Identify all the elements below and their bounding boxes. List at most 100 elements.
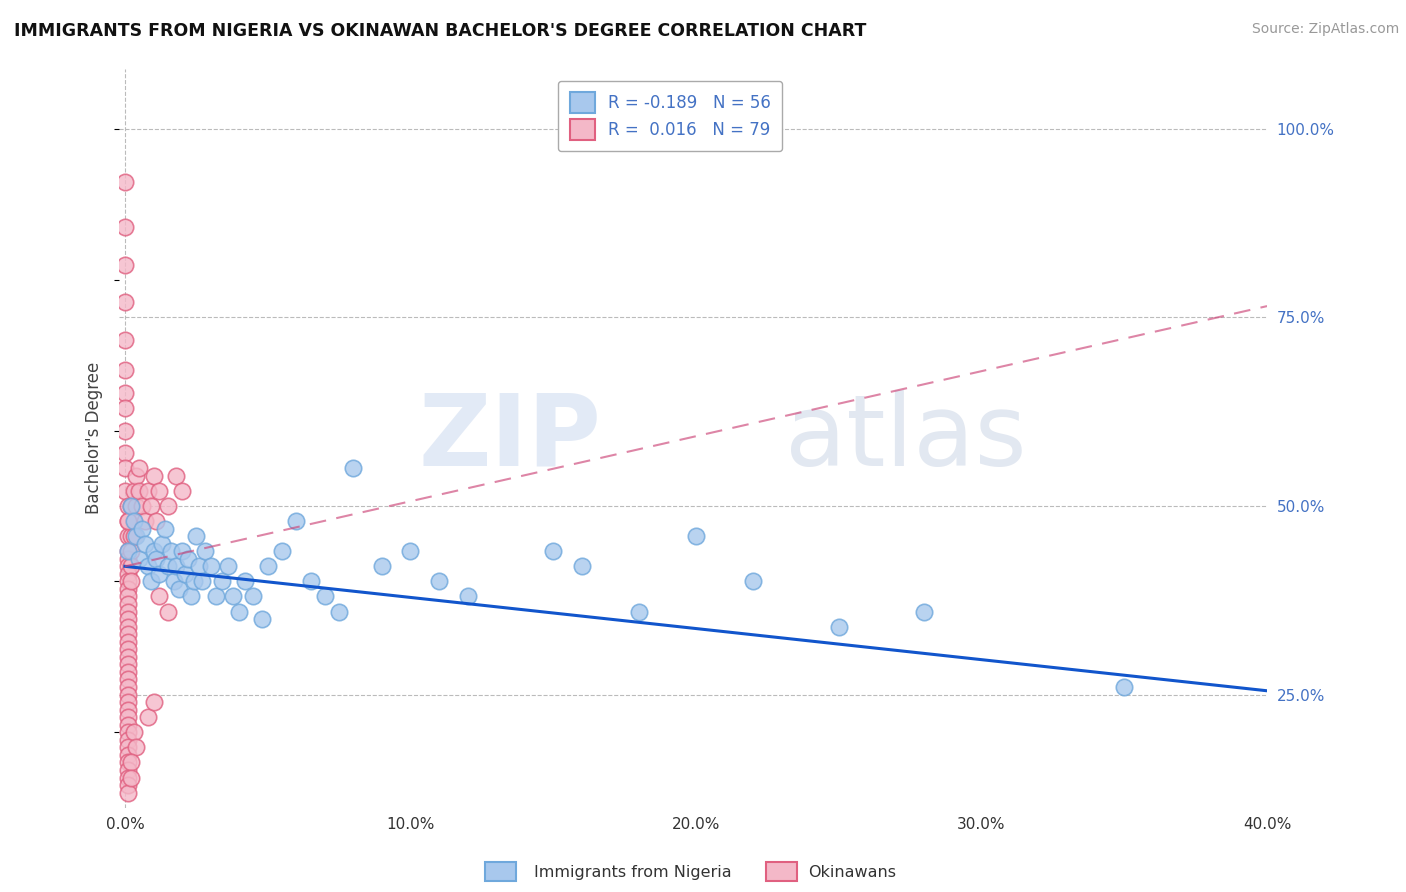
Point <box>205 590 228 604</box>
Point <box>172 544 194 558</box>
Point <box>120 756 142 770</box>
Text: ZIP: ZIP <box>419 390 602 487</box>
Point <box>125 468 148 483</box>
Point <box>128 483 150 498</box>
Point <box>117 597 139 611</box>
Point <box>174 566 197 581</box>
Point <box>114 446 136 460</box>
Point <box>117 559 139 574</box>
Point <box>117 620 139 634</box>
Point <box>128 461 150 475</box>
Point <box>117 582 139 596</box>
Point <box>125 529 148 543</box>
Text: Immigrants from Nigeria: Immigrants from Nigeria <box>534 865 733 880</box>
Point <box>165 468 187 483</box>
Point <box>828 620 851 634</box>
Point <box>148 483 170 498</box>
Point <box>114 424 136 438</box>
Point <box>114 258 136 272</box>
Point <box>117 657 139 672</box>
Point <box>117 499 139 513</box>
Point <box>150 537 173 551</box>
Point <box>117 514 139 528</box>
Point <box>541 544 564 558</box>
Point <box>114 295 136 310</box>
Point <box>148 566 170 581</box>
Point <box>211 574 233 589</box>
Point <box>122 514 145 528</box>
Point <box>685 529 707 543</box>
Point <box>114 333 136 347</box>
Point <box>256 559 278 574</box>
Point <box>117 732 139 747</box>
Point <box>114 401 136 415</box>
Point <box>136 710 159 724</box>
Point <box>233 574 256 589</box>
Point <box>328 605 350 619</box>
Point <box>117 763 139 777</box>
Point <box>457 590 479 604</box>
Point <box>117 634 139 648</box>
Point <box>125 740 148 755</box>
Point <box>912 605 935 619</box>
Point <box>242 590 264 604</box>
Point <box>120 544 142 558</box>
Point <box>117 778 139 792</box>
Point <box>186 529 208 543</box>
Point <box>191 574 214 589</box>
Point <box>1114 680 1136 694</box>
Point <box>177 551 200 566</box>
Point <box>142 695 165 709</box>
Point <box>117 665 139 679</box>
Point <box>165 559 187 574</box>
Point <box>117 612 139 626</box>
Point <box>120 499 142 513</box>
Point <box>285 514 308 528</box>
Point <box>117 717 139 731</box>
Point <box>122 725 145 739</box>
Point <box>117 566 139 581</box>
Point <box>134 537 156 551</box>
Point <box>131 522 153 536</box>
Point <box>145 514 167 528</box>
Point <box>117 680 139 694</box>
Point <box>217 559 239 574</box>
Point <box>194 544 217 558</box>
Point <box>342 461 364 475</box>
Point <box>117 740 139 755</box>
Point <box>200 559 222 574</box>
Point <box>136 483 159 498</box>
Point <box>117 574 139 589</box>
Point <box>114 175 136 189</box>
Point <box>153 522 176 536</box>
Text: IMMIGRANTS FROM NIGERIA VS OKINAWAN BACHELOR'S DEGREE CORRELATION CHART: IMMIGRANTS FROM NIGERIA VS OKINAWAN BACH… <box>14 22 866 40</box>
Point <box>271 544 294 558</box>
Point <box>117 725 139 739</box>
Text: Okinawans: Okinawans <box>808 865 897 880</box>
Point <box>571 559 593 574</box>
Point <box>117 544 139 558</box>
Point <box>117 695 139 709</box>
Point <box>156 559 179 574</box>
Point <box>117 747 139 762</box>
Point <box>299 574 322 589</box>
Point <box>117 642 139 657</box>
Point <box>120 574 142 589</box>
Point <box>114 385 136 400</box>
Point <box>371 559 394 574</box>
Point <box>114 363 136 377</box>
Point <box>167 582 190 596</box>
Point <box>117 551 139 566</box>
Point <box>627 605 650 619</box>
Point <box>159 544 181 558</box>
Point <box>120 499 142 513</box>
Point <box>228 605 250 619</box>
Point <box>314 590 336 604</box>
Point <box>136 559 159 574</box>
Point <box>399 544 422 558</box>
Point <box>117 771 139 785</box>
Point <box>142 468 165 483</box>
Point <box>117 703 139 717</box>
Point <box>156 605 179 619</box>
Legend: R = -0.189   N = 56, R =  0.016   N = 79: R = -0.189 N = 56, R = 0.016 N = 79 <box>558 80 783 152</box>
